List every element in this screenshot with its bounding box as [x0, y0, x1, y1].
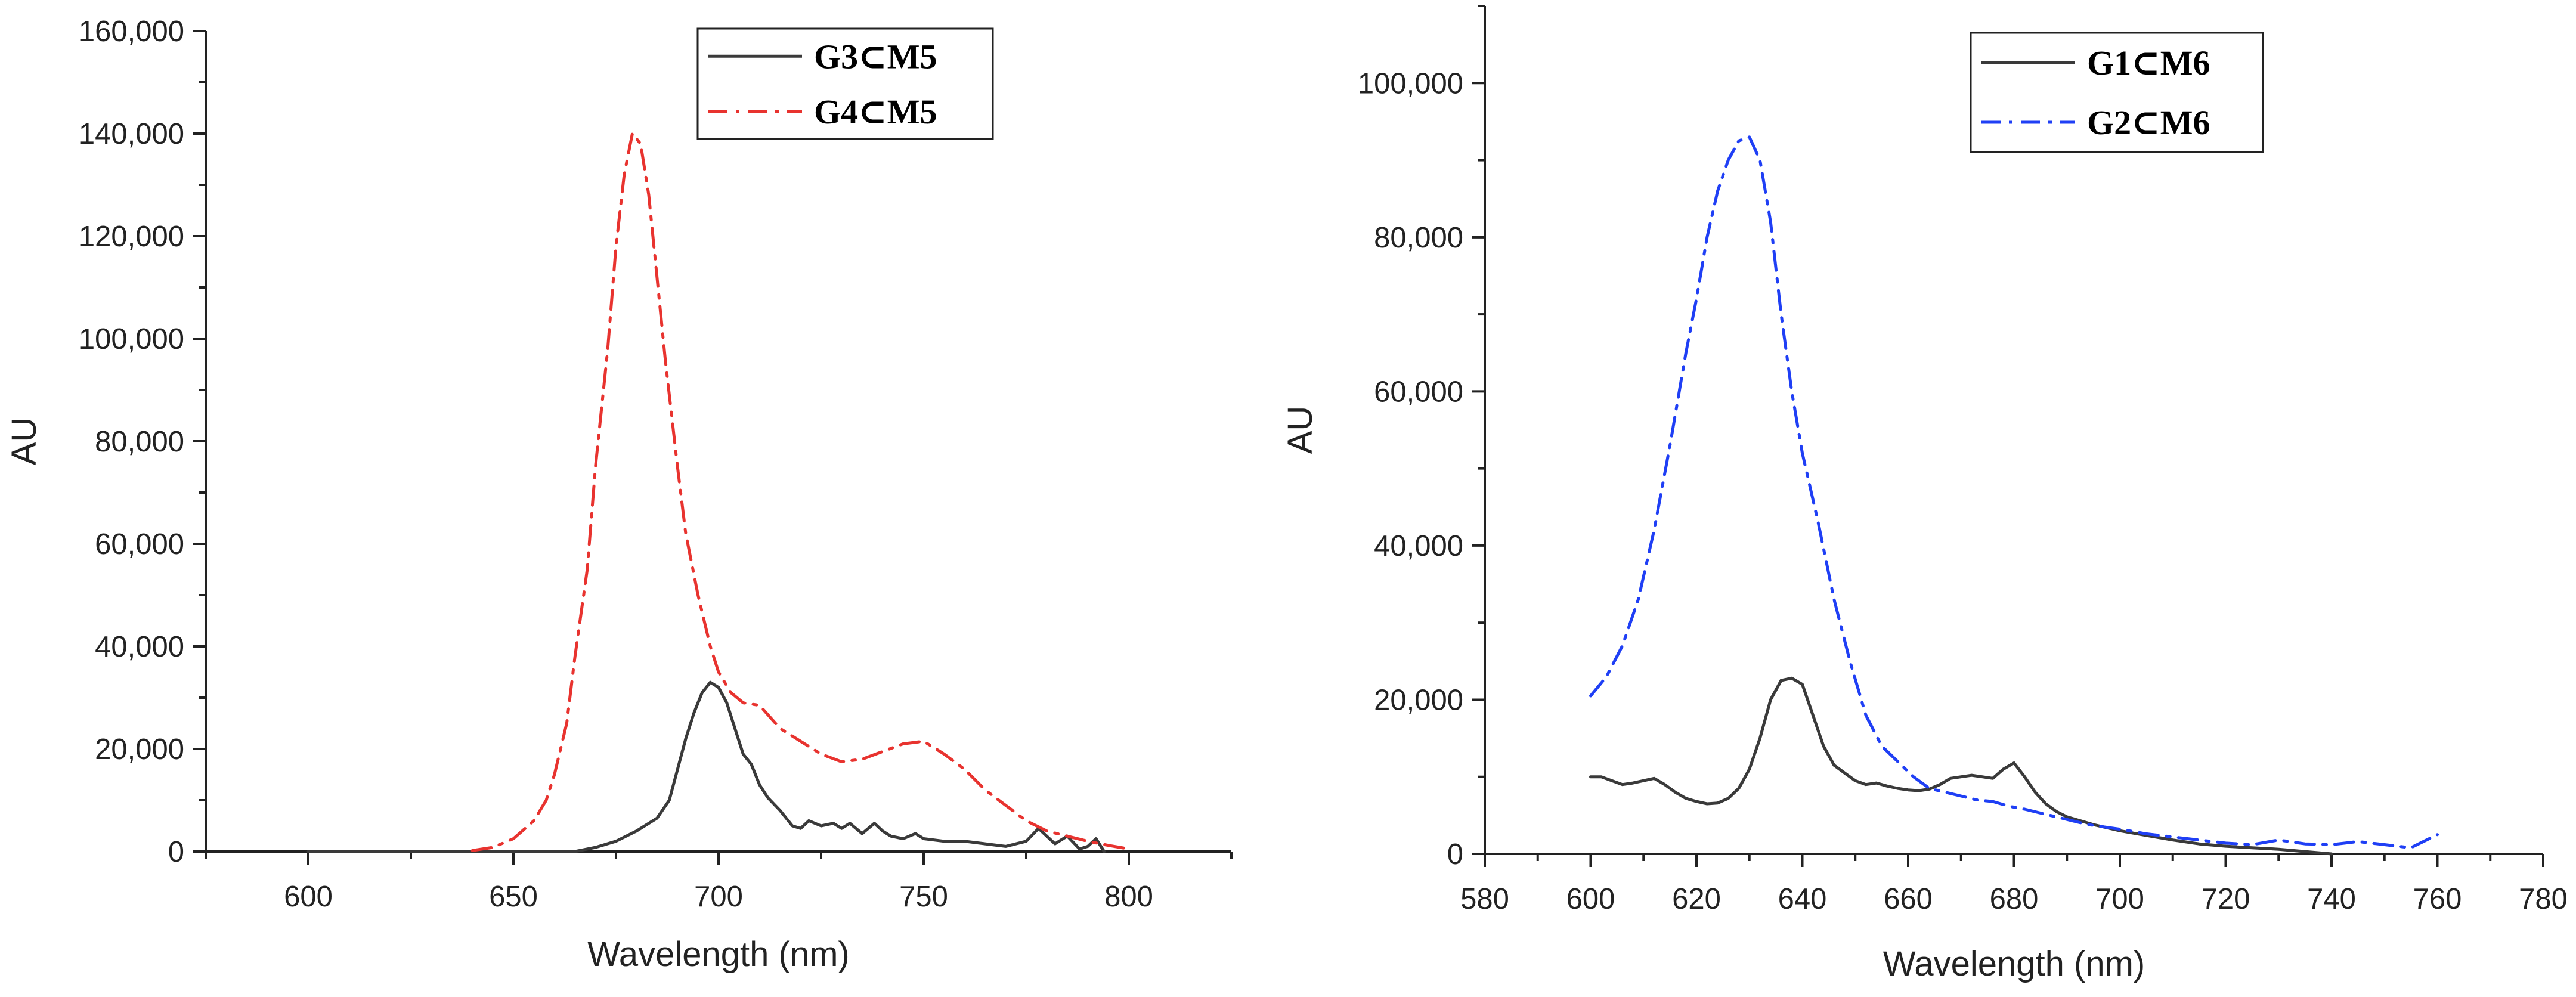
legend-label-1: G1⊂M6: [2087, 44, 2210, 82]
y-tick-label: 0: [1447, 838, 1463, 871]
legend-label-2: G4⊂M5: [814, 92, 937, 131]
y-tick-label: 0: [168, 836, 184, 868]
y-tick-label: 20,000: [95, 733, 184, 766]
x-tick-label: 800: [1104, 881, 1153, 913]
x-tick-label: 700: [694, 881, 743, 913]
x-tick-label: 740: [2307, 883, 2356, 915]
y-tick-label: 140,000: [79, 118, 184, 150]
y-tick-label: 60,000: [95, 528, 184, 561]
x-tick-label: 640: [1778, 883, 1827, 915]
x-tick-label: 720: [2202, 883, 2250, 915]
y-tick-label: 20,000: [1374, 684, 1463, 716]
series-line-2: [1589, 135, 2439, 850]
legend-box: [696, 27, 994, 140]
y-tick-label: 100,000: [79, 323, 184, 355]
x-axis-title: Wavelength (nm): [587, 935, 849, 974]
x-axis-title: Wavelength (nm): [1883, 945, 2145, 983]
x-tick-label: 600: [1566, 883, 1615, 915]
x-tick-label: 750: [899, 881, 948, 913]
series-line-1: [306, 680, 1106, 853]
x-tick-label: 680: [1990, 883, 2039, 915]
y-tick-label: 160,000: [79, 16, 184, 48]
y-tick-label: 100,000: [1358, 67, 1463, 100]
series-line-1: [1589, 676, 2333, 856]
y-tick-label: 80,000: [95, 426, 184, 458]
right-chart-panel: 0 20,000 40,000 60,000 80,000 100,000 580 600 62…: [1281, 5, 2568, 983]
legend-label-1: G3⊂M5: [814, 37, 937, 76]
legend-label-2: G2⊂M6: [2087, 103, 2210, 142]
x-tick-label: 660: [1884, 883, 1933, 915]
series-line-2: [470, 132, 1131, 852]
y-tick-label: 40,000: [95, 631, 184, 663]
x-tick-label: 620: [1672, 883, 1721, 915]
left-chart-panel: 0 20,000 40,000 60,000 80,000 100,000 120,000 1…: [5, 16, 1233, 974]
x-tick-label: 650: [489, 881, 538, 913]
x-tick-label: 700: [2095, 883, 2144, 915]
x-tick-label: 580: [1460, 883, 1509, 915]
y-tick-label: 60,000: [1374, 376, 1463, 408]
legend-box: [1970, 32, 2264, 153]
y-tick-label: 120,000: [79, 221, 184, 253]
y-axis-title: AU: [1281, 406, 1320, 454]
y-axis-title: AU: [5, 417, 44, 466]
x-tick-label: 780: [2519, 883, 2568, 915]
y-tick-label: 80,000: [1374, 222, 1463, 254]
x-tick-label: 760: [2413, 883, 2462, 915]
x-tick-label: 600: [284, 881, 333, 913]
y-tick-label: 40,000: [1374, 530, 1463, 562]
